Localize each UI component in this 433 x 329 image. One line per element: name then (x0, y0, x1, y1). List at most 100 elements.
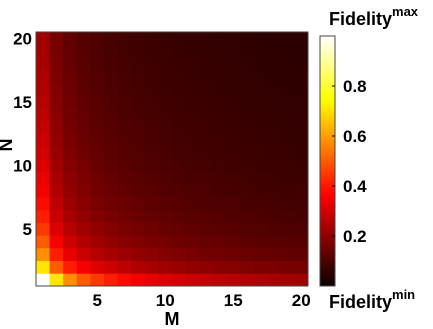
heatmap-cell (36, 247, 50, 261)
heatmap-cell (76, 273, 91, 287)
heatmap-cell (199, 133, 214, 147)
heatmap-cell (185, 209, 200, 223)
heatmap-cell (49, 57, 64, 71)
heatmap-cell (240, 159, 254, 173)
heatmap-cell (172, 209, 186, 223)
heatmap-cell (226, 209, 241, 223)
heatmap-cell (90, 95, 105, 109)
heatmap-cell (240, 32, 254, 46)
heatmap-cell (294, 32, 309, 46)
heatmap-cell (172, 184, 186, 198)
heatmap-cell (172, 260, 186, 274)
heatmap-cell (144, 32, 159, 46)
heatmap-cell (280, 171, 295, 185)
heatmap-cell (63, 32, 78, 46)
heatmap-cell (63, 44, 78, 58)
heatmap-cell (267, 159, 282, 173)
heatmap-cell (280, 235, 295, 249)
heatmap-cell (117, 120, 132, 134)
heatmap-cell (158, 171, 173, 185)
heatmap-cell (90, 32, 105, 46)
heatmap-cell (294, 235, 309, 249)
heatmap-cell (158, 108, 173, 122)
heatmap-cell (90, 159, 105, 173)
heatmap-cell (185, 120, 200, 134)
y-tick-label: 15 (13, 93, 32, 112)
heatmap-cell (90, 44, 105, 58)
heatmap-cell (131, 146, 146, 160)
heatmap-cell (131, 260, 146, 274)
heatmap-cell (117, 222, 132, 236)
heatmap-cell (226, 159, 241, 173)
heatmap-cell (267, 184, 282, 198)
heatmap-cell (117, 184, 132, 198)
heatmap-cell (117, 146, 132, 160)
heatmap-cell (240, 273, 254, 287)
heatmap-cell (63, 222, 78, 236)
heatmap-cell (172, 273, 186, 287)
heatmap-cell (280, 133, 295, 147)
colorbar-tick-label: 0.6 (343, 127, 367, 146)
heatmap-cell (49, 273, 64, 287)
heatmap-cell (185, 82, 200, 96)
x-tick-label: 15 (224, 291, 243, 310)
heatmap-cell (240, 108, 254, 122)
heatmap-cell (63, 57, 78, 71)
heatmap-cell (267, 108, 282, 122)
heatmap-cell (253, 70, 268, 84)
heatmap-cell (76, 95, 91, 109)
heatmap-cell (158, 235, 173, 249)
heatmap-cell (267, 70, 282, 84)
heatmap-cell (63, 108, 78, 122)
y-tick-label: 10 (13, 156, 32, 175)
heatmap-cell (172, 159, 186, 173)
heatmap-cell (199, 260, 214, 274)
heatmap-cell (253, 57, 268, 71)
heatmap-cell (199, 44, 214, 58)
heatmap-cell (49, 222, 64, 236)
heatmap-cell (294, 120, 309, 134)
heatmap-cell (104, 70, 118, 84)
heatmap-cell (104, 235, 118, 249)
heatmap-cell (253, 133, 268, 147)
heatmap-cell (144, 95, 159, 109)
heatmap-cell (294, 184, 309, 198)
heatmap-cell (76, 32, 91, 46)
heatmap-cell (240, 95, 254, 109)
heatmap-cell (199, 273, 214, 287)
heatmap-cell (49, 82, 64, 96)
heatmap-cell (117, 108, 132, 122)
heatmap-cell (49, 159, 64, 173)
heatmap-cell (90, 82, 105, 96)
heatmap-cell (267, 146, 282, 160)
heatmap-cell (172, 32, 186, 46)
heatmap-cell (240, 209, 254, 223)
heatmap-cell (185, 273, 200, 287)
heatmap-cell (294, 95, 309, 109)
heatmap-cell (76, 133, 91, 147)
heatmap-cell (172, 57, 186, 71)
x-axis-ticks: 5 10 15 20 (92, 291, 310, 310)
heatmap-cell (280, 32, 295, 46)
heatmap-cell (212, 120, 227, 134)
heatmap-cells (36, 32, 309, 287)
heatmap-cell (158, 133, 173, 147)
heatmap-cell (212, 197, 227, 211)
heatmap-cell (267, 32, 282, 46)
heatmap-cell (172, 70, 186, 84)
heatmap-cell (280, 120, 295, 134)
heatmap-cell (36, 260, 50, 274)
heatmap-cell (144, 159, 159, 173)
heatmap-cell (158, 146, 173, 160)
heatmap-cell (267, 133, 282, 147)
heatmap-cell (185, 57, 200, 71)
heatmap-cell (280, 57, 295, 71)
heatmap-cell (49, 146, 64, 160)
heatmap-cell (90, 120, 105, 134)
heatmap-cell (36, 108, 50, 122)
heatmap-cell (240, 235, 254, 249)
heatmap-cell (294, 146, 309, 160)
heatmap-cell (36, 70, 50, 84)
heatmap-cell (104, 260, 118, 274)
heatmap-cell (131, 32, 146, 46)
